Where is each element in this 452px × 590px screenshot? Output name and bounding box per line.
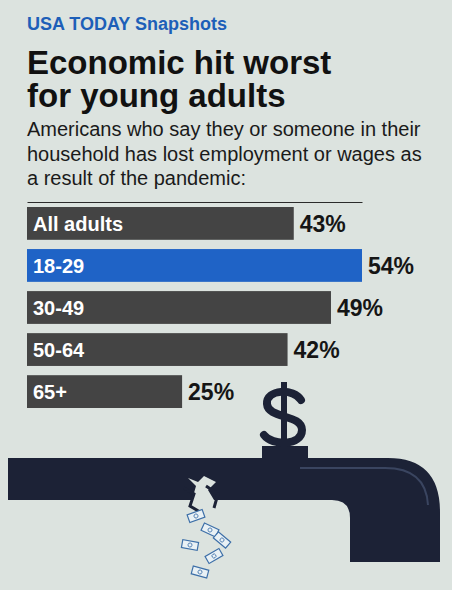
text-line: Americans who say they or someone in the… bbox=[27, 118, 421, 140]
text-line: a result of the pandemic: bbox=[27, 167, 246, 189]
pipe-shards bbox=[184, 486, 218, 512]
x-axis-line bbox=[28, 202, 363, 203]
bill bbox=[213, 532, 230, 548]
category-label: All adults bbox=[33, 213, 123, 235]
bill bbox=[181, 540, 198, 551]
bill-body bbox=[213, 532, 230, 548]
bill-seal bbox=[219, 537, 225, 543]
bar bbox=[27, 249, 362, 282]
bill-seal bbox=[207, 527, 212, 532]
subtitle: Americans who say they or someone in the… bbox=[27, 118, 422, 189]
bill-body bbox=[181, 540, 198, 551]
pipe bbox=[8, 458, 440, 562]
source: USA TODAY Snapshots bbox=[27, 14, 227, 34]
category-label: 65+ bbox=[33, 381, 67, 403]
faucet-illustration bbox=[8, 382, 440, 578]
bar bbox=[27, 333, 288, 366]
dollar-bar bbox=[281, 382, 287, 448]
bar bbox=[27, 375, 182, 408]
bill-body bbox=[205, 549, 223, 564]
bars bbox=[27, 207, 362, 408]
title: Economic hit worstfor young adults bbox=[27, 44, 331, 114]
text-line: Economic hit worst bbox=[27, 44, 331, 81]
value-label: 54% bbox=[368, 253, 414, 279]
text-line: household has lost employment or wages a… bbox=[27, 143, 422, 165]
bar bbox=[27, 291, 331, 324]
bar bbox=[27, 207, 294, 240]
value-labels: 43% 54% 49% 42% 25% bbox=[188, 211, 414, 405]
background bbox=[0, 0, 452, 590]
chart-svg: USA TODAY Snapshots Economic hit worstfor… bbox=[0, 0, 452, 590]
bill-seal bbox=[188, 543, 193, 548]
bill bbox=[191, 566, 209, 578]
value-label: 42% bbox=[294, 337, 340, 363]
x-axis bbox=[28, 202, 363, 203]
value-label: 49% bbox=[337, 295, 383, 321]
bill-body bbox=[191, 566, 209, 578]
value-label: 25% bbox=[188, 379, 234, 405]
text-line: for young adults bbox=[27, 77, 286, 114]
bill bbox=[205, 549, 223, 564]
category-label: 50-64 bbox=[33, 339, 85, 361]
bill-seal bbox=[198, 570, 203, 575]
pipe-highlight bbox=[300, 468, 428, 505]
bill bbox=[187, 510, 205, 523]
bill-seal bbox=[211, 553, 216, 558]
category-label: 18-29 bbox=[33, 255, 84, 277]
bill-seal bbox=[193, 513, 198, 518]
bill-body bbox=[187, 510, 205, 523]
category-labels: All adults 18-29 30-49 50-64 65+ bbox=[33, 213, 123, 403]
valve-stem bbox=[262, 446, 308, 460]
value-label: 43% bbox=[300, 211, 346, 237]
category-label: 30-49 bbox=[33, 297, 84, 319]
